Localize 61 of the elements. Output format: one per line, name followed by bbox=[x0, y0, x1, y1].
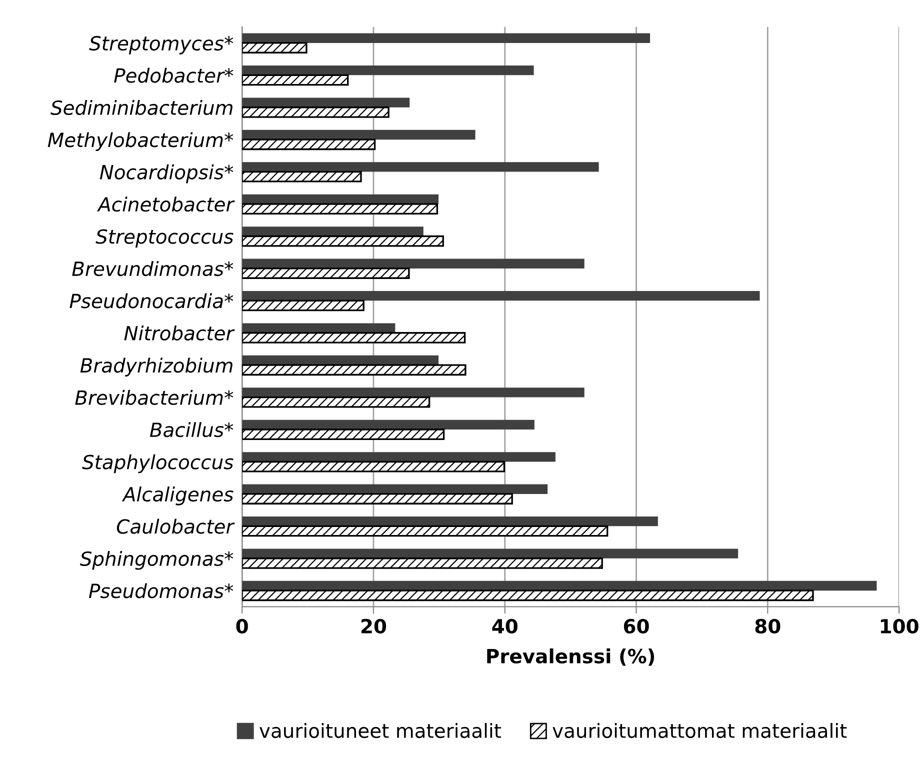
y-tick-label: Acinetobacter bbox=[96, 196, 235, 212]
y-tick-label: Pseudonocardia* bbox=[70, 293, 234, 308]
y-tick-label: Nocardiopsis* bbox=[100, 164, 234, 184]
x-tick-label: 80 bbox=[755, 618, 780, 634]
x-tick-label: 20 bbox=[361, 618, 386, 634]
bar bbox=[242, 162, 599, 172]
x-tick-label: 40 bbox=[492, 618, 518, 634]
bar bbox=[242, 42, 308, 54]
y-tick-label: Bradyrhizobium bbox=[80, 358, 232, 377]
y-tick-label: Alcaligenes bbox=[122, 486, 234, 506]
y-tick-label: Brevibacterium* bbox=[75, 390, 234, 405]
y-tick-label: Brevundimonas* bbox=[72, 261, 234, 276]
bar bbox=[242, 130, 476, 140]
bar bbox=[242, 364, 466, 376]
bar bbox=[242, 590, 814, 602]
bar bbox=[242, 33, 650, 43]
y-tick-label: Sphingomonas* bbox=[80, 550, 234, 570]
y-tick-label: Pedobacter* bbox=[114, 68, 234, 83]
y-tick-label: Streptococcus bbox=[96, 229, 234, 248]
bar bbox=[242, 226, 424, 236]
legend-label: vaurioituneet materiaalit bbox=[260, 723, 502, 738]
bar bbox=[242, 548, 738, 558]
bar bbox=[242, 355, 439, 366]
y-tick-label: Sediminibacterium bbox=[50, 100, 232, 116]
bar bbox=[242, 460, 506, 472]
bar bbox=[242, 332, 466, 344]
y-tick-label: Streptomyces* bbox=[89, 36, 234, 54]
bar bbox=[242, 323, 396, 333]
bar bbox=[242, 493, 513, 504]
bar bbox=[242, 558, 603, 569]
bar bbox=[242, 388, 584, 398]
y-tick-label: Pseudomonas* bbox=[88, 583, 234, 598]
bar bbox=[242, 300, 364, 312]
bar bbox=[242, 66, 534, 76]
y-tick-label: Bacillus* bbox=[150, 422, 234, 438]
bar bbox=[242, 74, 349, 86]
x-axis-title: Prevalenssi (%) bbox=[487, 648, 654, 666]
y-tick-label: Methylobacterium* bbox=[48, 132, 234, 152]
bar bbox=[242, 396, 430, 408]
x-tick-label: 0 bbox=[236, 618, 248, 634]
bar bbox=[242, 138, 376, 150]
bar bbox=[242, 420, 534, 430]
bar bbox=[242, 258, 584, 268]
bar bbox=[242, 291, 760, 301]
bar bbox=[242, 525, 608, 537]
legend-label: vaurioitumattomat materiaalit bbox=[552, 723, 847, 738]
y-tick-label: Nitrobacter bbox=[124, 325, 235, 341]
bar bbox=[242, 580, 877, 591]
y-tick-label: Staphylococcus bbox=[82, 454, 234, 474]
x-tick-label: 100 bbox=[880, 618, 918, 634]
bar bbox=[242, 203, 438, 215]
bar bbox=[242, 452, 556, 462]
bar bbox=[242, 268, 410, 279]
y-tick-label: Caulobacter bbox=[116, 518, 235, 534]
bar bbox=[242, 235, 444, 247]
bar bbox=[242, 170, 362, 182]
x-tick-label: 60 bbox=[624, 618, 649, 634]
bar bbox=[242, 106, 390, 118]
bar bbox=[242, 428, 445, 440]
bar bbox=[242, 98, 410, 108]
bar bbox=[242, 516, 658, 526]
